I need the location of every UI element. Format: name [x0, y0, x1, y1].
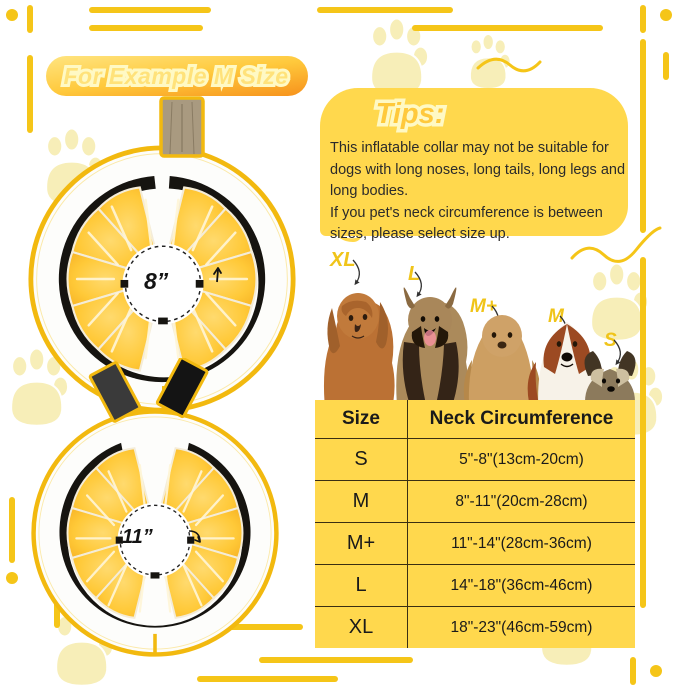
svg-text:Tips:: Tips: — [376, 98, 445, 130]
svg-text:For Example M Size: For Example M Size — [63, 63, 288, 89]
